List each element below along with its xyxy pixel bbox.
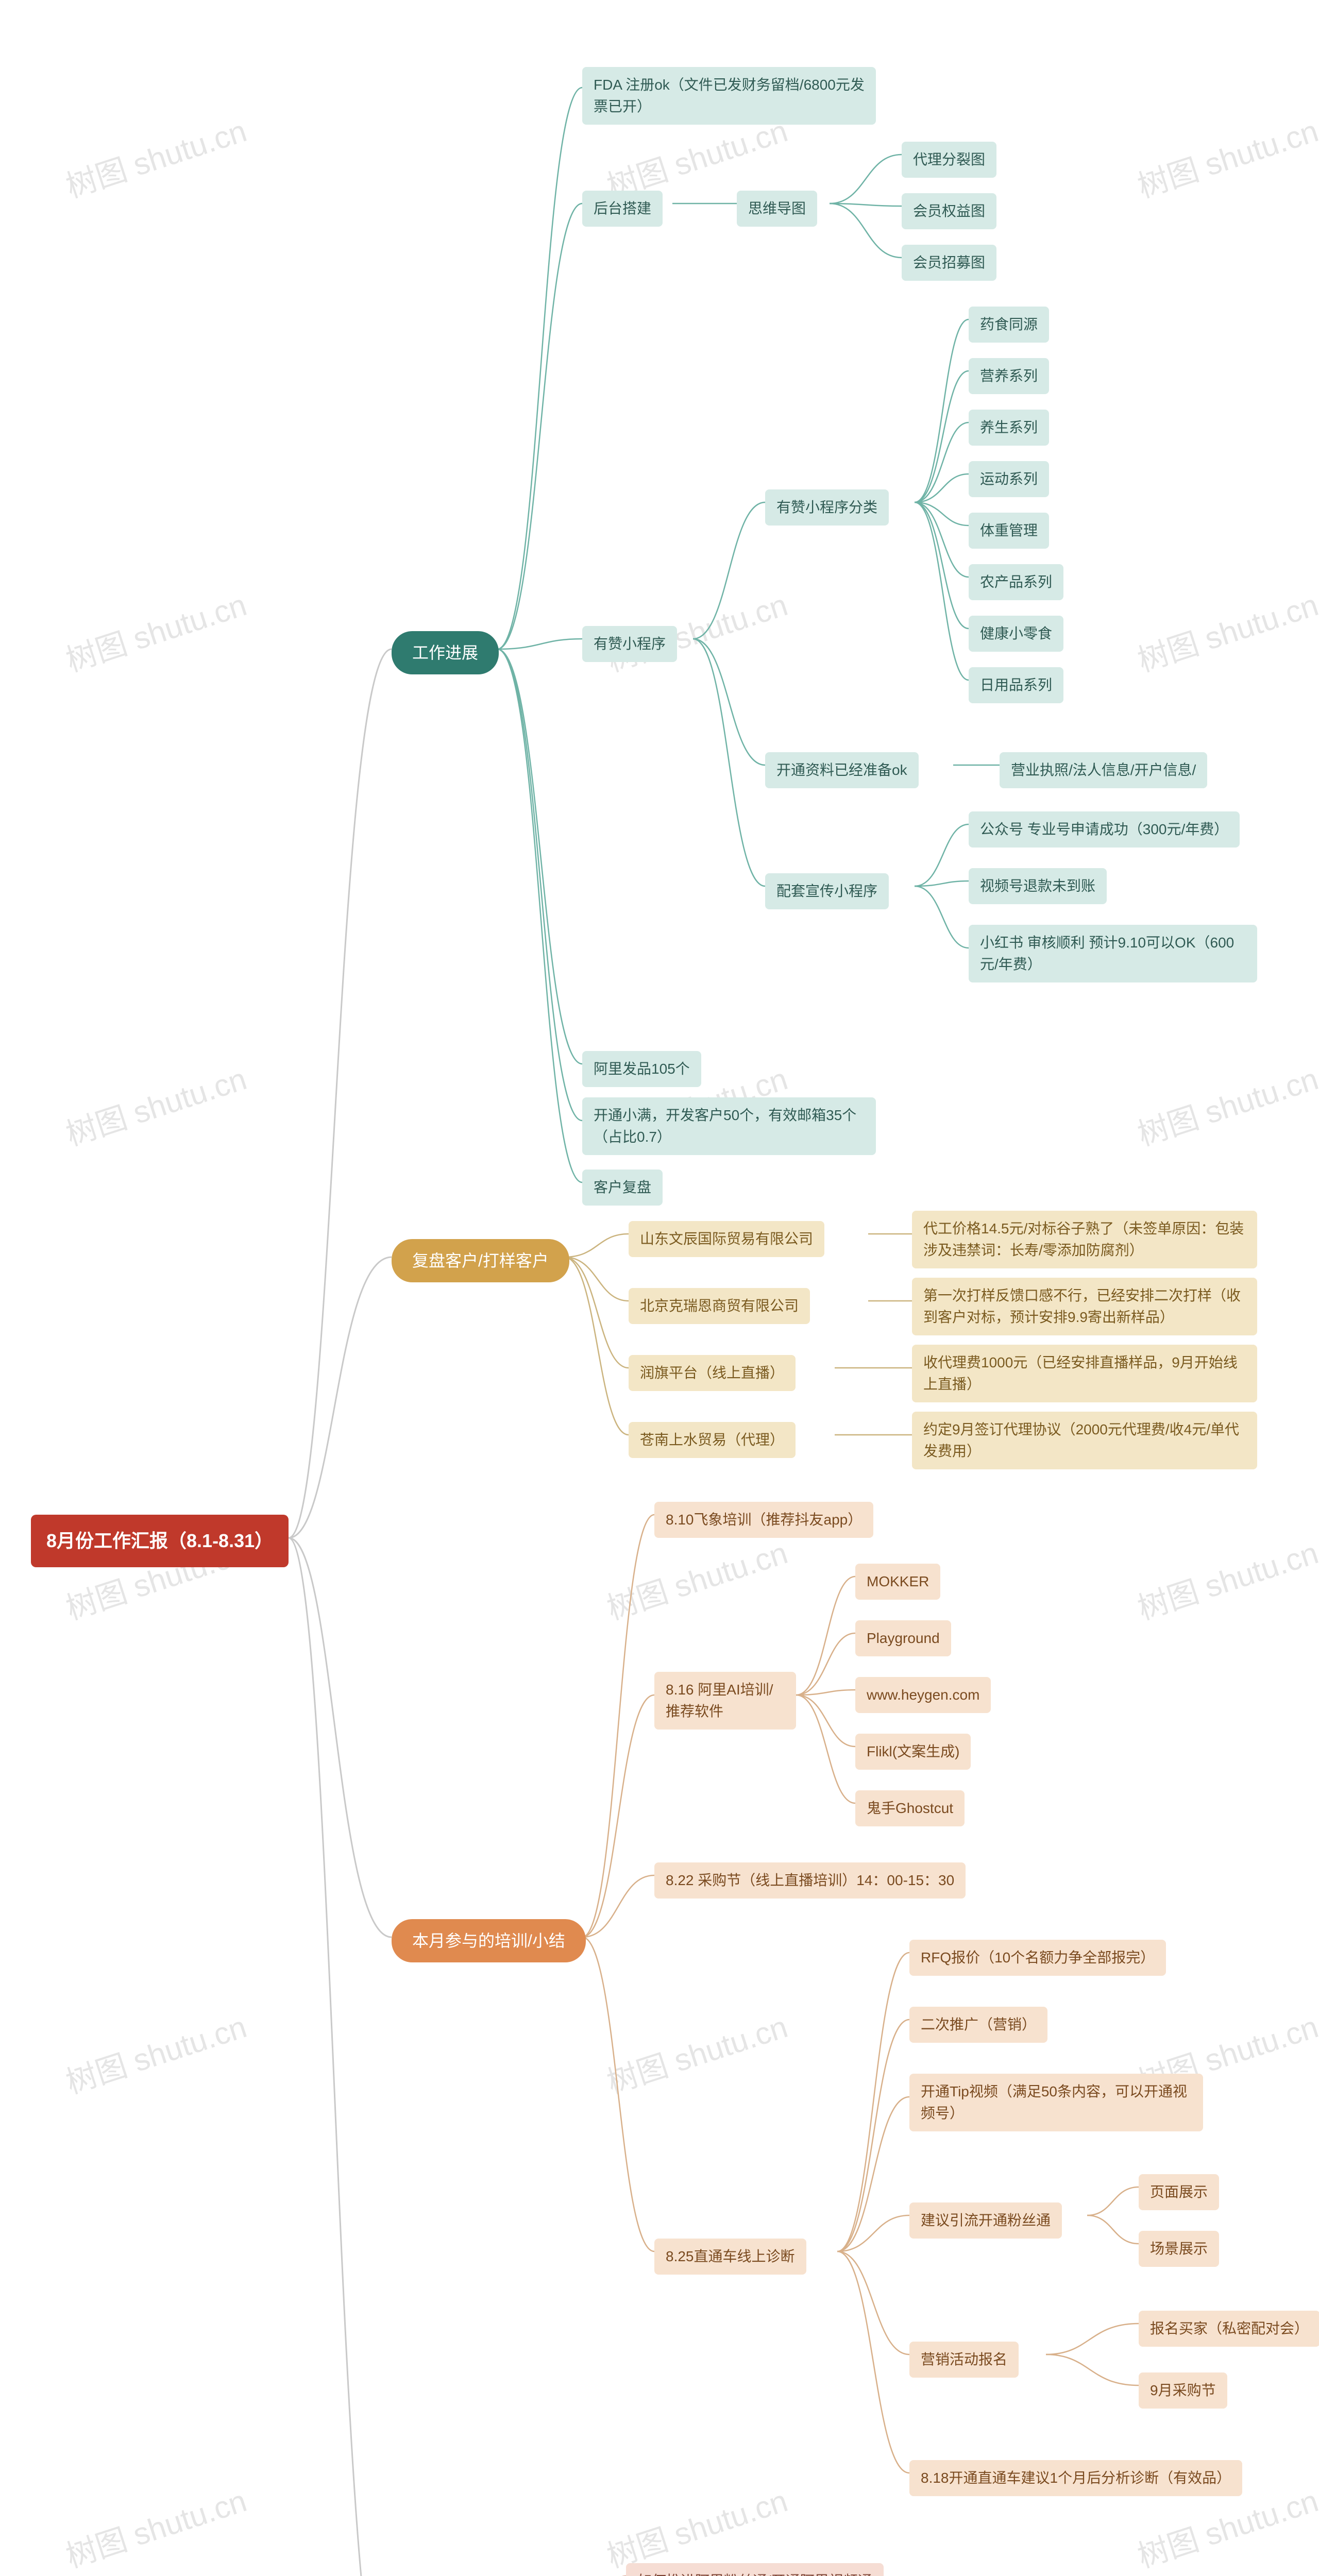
watermark: 树图 shutu.cn xyxy=(59,1054,251,1155)
node-youzan-categories: 有赞小程序分类 xyxy=(765,489,889,526)
watermark: 树图 shutu.cn xyxy=(59,580,251,681)
t4-fans-1: 场景展示 xyxy=(1139,2231,1219,2267)
tool-2: www.heygen.com xyxy=(855,1677,991,1713)
t4-fans-0: 页面展示 xyxy=(1139,2174,1219,2210)
customer-3-note: 约定9月签订代理协议（2000元代理费/收4元/单代发费用） xyxy=(912,1412,1257,1469)
leaf-promo-0: 公众号 专业号申请成功（300元/年费） xyxy=(969,811,1240,848)
t4-secpromo: 二次推广（营销） xyxy=(909,2007,1047,2043)
watermark: 树图 shutu.cn xyxy=(600,2002,792,2103)
customer-1-name: 北京克瑞恩商贸有限公司 xyxy=(629,1288,810,1324)
leaf-member-recruit: 会员招募图 xyxy=(902,245,996,281)
branch-work-progress: 工作进展 xyxy=(392,631,499,674)
leaf-promo-1: 视频号退款未到账 xyxy=(969,868,1107,904)
t4-fans: 建议引流开通粉丝通 xyxy=(909,2202,1062,2239)
t4-rfq: RFQ报价（10个名额力争全部报完） xyxy=(909,1940,1166,1976)
tool-0: MOKKER xyxy=(855,1564,940,1600)
branch-sample-customers: 复盘客户/打样客户 xyxy=(392,1239,569,1282)
customer-0-name: 山东文辰国际贸易有限公司 xyxy=(629,1221,824,1257)
customer-2-note: 收代理费1000元（已经安排直播样品，9月开始线上直播） xyxy=(912,1345,1257,1402)
watermark: 树图 shutu.cn xyxy=(59,2002,251,2103)
watermark: 树图 shutu.cn xyxy=(1131,1054,1319,1155)
node-mindmap: 思维导图 xyxy=(737,191,817,227)
training-1: 8.10飞象培训（推荐抖友app） xyxy=(654,1502,873,1538)
node-backend: 后台搭建 xyxy=(582,191,663,227)
leaf-member-rights: 会员权益图 xyxy=(902,193,996,229)
watermark: 树图 shutu.cn xyxy=(59,106,251,207)
node-youzan-opened: 开通资料已经准备ok xyxy=(765,752,919,788)
t4-marketing-1: 9月采购节 xyxy=(1139,2372,1227,2409)
watermark: 树图 shutu.cn xyxy=(600,2476,792,2576)
leaf-cat-4: 体重管理 xyxy=(969,513,1049,549)
leaf-youzan-opened-detail: 营业执照/法人信息/开户信息/ xyxy=(1000,752,1207,788)
training-4: 8.25直通车线上诊断 xyxy=(654,2239,806,2275)
watermark: 树图 shutu.cn xyxy=(1131,106,1319,207)
tool-3: Flikl(文案生成) xyxy=(855,1734,971,1770)
node-youzan-promo: 配套宣传小程序 xyxy=(765,873,889,909)
training-2: 8.16 阿里AI培训/推荐软件 xyxy=(654,1672,796,1730)
next-0: 如何推进阿里粉丝通/开通阿里视频通 xyxy=(626,2563,884,2576)
leaf-fda: FDA 注册ok（文件已发财务留档/6800元发票已开） xyxy=(582,67,876,125)
branch-trainings: 本月参与的培训/小结 xyxy=(392,1919,586,1962)
leaf-cat-0: 药食同源 xyxy=(969,307,1049,343)
customer-2-name: 润旗平台（线上直播） xyxy=(629,1355,796,1391)
t4-marketing: 营销活动报名 xyxy=(909,2342,1019,2378)
training-3: 8.22 采购节（线上直播培训）14：00-15：30 xyxy=(654,1862,966,1899)
tool-1: Playground xyxy=(855,1620,951,1656)
customer-3-name: 苍南上水贸易（代理） xyxy=(629,1422,796,1458)
leaf-cat-6: 健康小零食 xyxy=(969,616,1063,652)
tool-4: 鬼手Ghostcut xyxy=(855,1790,965,1826)
customer-0-note: 代工价格14.5元/对标谷子熟了（未签单原因：包装涉及违禁词：长寿/零添加防腐剂… xyxy=(912,1211,1257,1268)
t4-diag818: 8.18开通直通车建议1个月后分析诊断（有效品） xyxy=(909,2460,1242,2496)
root-node: 8月份工作汇报（8.1-8.31） xyxy=(31,1515,289,1567)
watermark: 树图 shutu.cn xyxy=(1131,1528,1319,1629)
customer-1-note: 第一次打样反馈口感不行，已经安排二次打样（收到客户对标，预计安排9.9寄出新样品… xyxy=(912,1278,1257,1335)
leaf-review: 客户复盘 xyxy=(582,1170,663,1206)
watermark: 树图 shutu.cn xyxy=(1131,580,1319,681)
watermark: 树图 shutu.cn xyxy=(600,1528,792,1629)
leaf-cat-5: 农产品系列 xyxy=(969,564,1063,600)
t4-tip: 开通Tip视频（满足50条内容，可以开通视频号） xyxy=(909,2074,1203,2131)
leaf-cat-3: 运动系列 xyxy=(969,461,1049,497)
leaf-promo-2: 小红书 审核顺利 预计9.10可以OK（600元/年费） xyxy=(969,925,1257,982)
leaf-cat-2: 养生系列 xyxy=(969,410,1049,446)
leaf-xiaoman: 开通小满，开发客户50个，有效邮箱35个（占比0.7） xyxy=(582,1097,876,1155)
watermark: 树图 shutu.cn xyxy=(59,2476,251,2576)
leaf-cat-7: 日用品系列 xyxy=(969,667,1063,703)
leaf-cat-1: 营养系列 xyxy=(969,358,1049,394)
node-youzan: 有赞小程序 xyxy=(582,626,677,662)
leaf-agent-split: 代理分裂图 xyxy=(902,142,996,178)
leaf-ali105: 阿里发品105个 xyxy=(582,1051,701,1087)
t4-marketing-0: 报名买家（私密配对会） xyxy=(1139,2311,1319,2347)
